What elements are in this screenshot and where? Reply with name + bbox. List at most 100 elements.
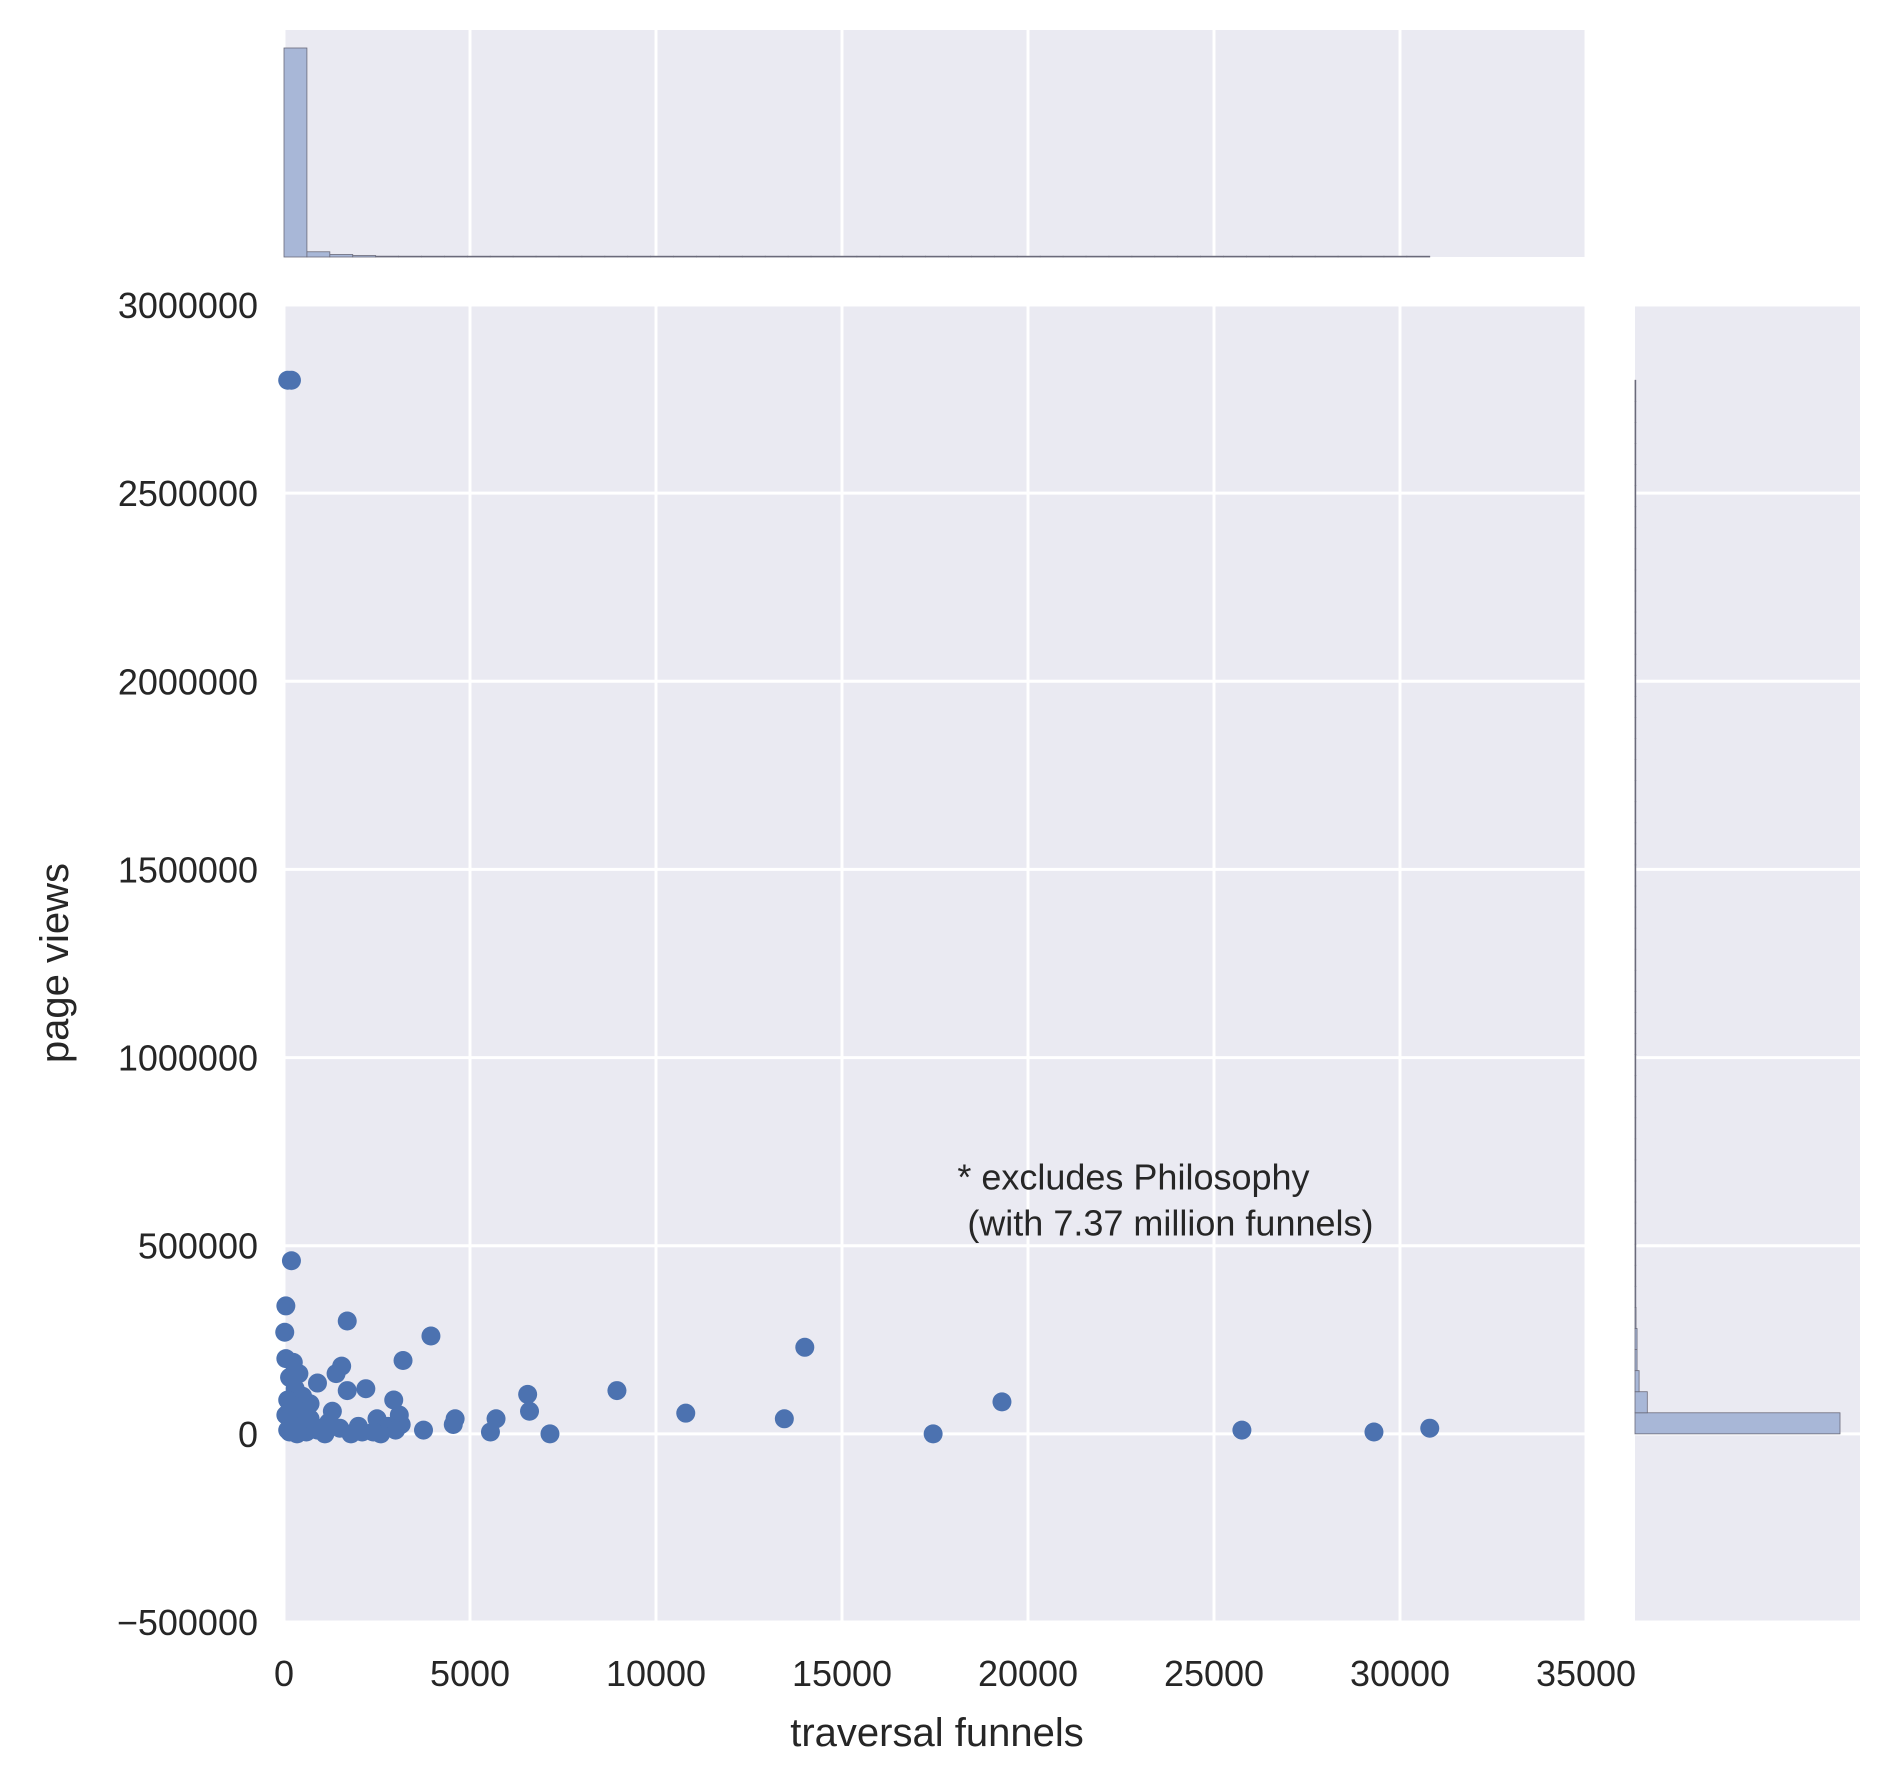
right-hist-background xyxy=(1635,305,1860,1622)
top-hist-bar xyxy=(627,255,652,258)
top-hist-bar xyxy=(741,255,766,258)
right-hist-bar xyxy=(1634,506,1637,529)
annotation: * excludes Philosophy (with 7.37 million… xyxy=(957,1156,1373,1243)
y-tick-label: 1500000 xyxy=(118,849,258,890)
top-hist-bar xyxy=(1154,255,1179,258)
top-hist-bar xyxy=(1108,255,1133,258)
scatter-point xyxy=(283,1396,303,1416)
x-tick-label: 30000 xyxy=(1350,1653,1450,1694)
top-hist-bar xyxy=(879,255,904,258)
x-tick-label: 5000 xyxy=(430,1653,510,1694)
top-hist-bar xyxy=(718,255,743,258)
right-hist-bar xyxy=(1634,1243,1637,1266)
scatter-point xyxy=(774,1409,794,1429)
top-hist-bar xyxy=(1039,255,1064,258)
top-hist-bar xyxy=(329,254,354,258)
top-hist-bar xyxy=(925,255,949,258)
y-tick-label: 500000 xyxy=(138,1226,258,1267)
top-hist-background xyxy=(284,30,1586,257)
top-hist-bar xyxy=(1223,255,1247,258)
top-hist-bar xyxy=(489,255,514,258)
top-hist-bar xyxy=(421,255,445,258)
scatter-points xyxy=(275,370,1440,1444)
scatter-point xyxy=(275,1322,295,1342)
right-hist-bar xyxy=(1634,1349,1638,1372)
right-hist-bar xyxy=(1634,1391,1648,1414)
right-hist-bar xyxy=(1634,759,1637,782)
annotation-line: (with 7.37 million funnels) xyxy=(957,1202,1373,1243)
top-hist-bar xyxy=(352,255,377,258)
top-hist-bar xyxy=(466,255,491,258)
top-hist-bar xyxy=(604,255,629,258)
right-hist-bar xyxy=(1634,1370,1640,1393)
top-hist-bar xyxy=(1291,255,1316,258)
right-hist-bar xyxy=(1634,674,1637,697)
scatter-point xyxy=(280,1367,300,1387)
scatter-point xyxy=(923,1424,943,1444)
top-hist-bar xyxy=(535,255,560,258)
right-hist-bar xyxy=(1634,1222,1637,1245)
scatter-point xyxy=(384,1390,404,1410)
scatter-point xyxy=(393,1350,413,1370)
right-hist-bar xyxy=(1634,927,1637,950)
right-hist-bar xyxy=(1634,400,1637,423)
x-tick-label: 35000 xyxy=(1536,1653,1636,1694)
scatter-point xyxy=(356,1379,376,1399)
top-hist-bar xyxy=(1062,255,1087,258)
right-hist-bar xyxy=(1634,1117,1637,1140)
scatter-point xyxy=(300,1409,320,1429)
right-hist-bar xyxy=(1634,906,1637,929)
scatter-point xyxy=(1420,1418,1440,1438)
top-hist-bar xyxy=(764,255,789,258)
top-hist-bar xyxy=(902,255,927,258)
top-hist-bar xyxy=(1016,255,1041,258)
scatter-point xyxy=(326,1364,346,1384)
right-hist-bar xyxy=(1634,738,1637,760)
right-hist-bar xyxy=(1634,1159,1637,1182)
y-tick-label: 1000000 xyxy=(118,1038,258,1079)
x-tick-label: 10000 xyxy=(606,1653,706,1694)
x-tick-label: 25000 xyxy=(1164,1653,1264,1694)
top-hist-bar xyxy=(948,255,972,258)
y-tick-label: 3000000 xyxy=(118,285,258,326)
top-hist-bar xyxy=(1131,255,1156,258)
right-hist-bar xyxy=(1634,653,1637,676)
right-hist-bar xyxy=(1634,485,1637,508)
scatter-point xyxy=(337,1381,357,1401)
scatter-point xyxy=(281,1251,301,1271)
x-tick-label: 0 xyxy=(274,1653,294,1694)
top-hist-bar xyxy=(512,255,537,258)
right-hist-bar xyxy=(1634,948,1637,971)
right-hist-bar xyxy=(1634,1201,1637,1224)
right-hist-bar xyxy=(1634,464,1637,487)
top-hist-bar xyxy=(1406,255,1431,258)
scatter-point xyxy=(1232,1420,1252,1440)
scatter-point xyxy=(795,1337,815,1357)
right-hist-bar xyxy=(1634,1054,1637,1077)
right-hist-bar xyxy=(1634,864,1637,887)
top-hist-bar xyxy=(306,251,331,258)
x-tick-label: 15000 xyxy=(792,1653,892,1694)
right-hist-bar xyxy=(1634,969,1637,992)
top-hist-bar xyxy=(1085,255,1110,258)
scatter-point xyxy=(518,1384,538,1404)
right-histogram-panel xyxy=(1634,303,1860,1624)
scatter-point xyxy=(319,1413,339,1433)
top-hist-bar xyxy=(398,255,422,258)
scatter-point xyxy=(992,1392,1012,1412)
annotation-line: * excludes Philosophy xyxy=(957,1156,1309,1197)
scatter-point xyxy=(1364,1422,1384,1442)
right-hist-bar xyxy=(1634,695,1637,718)
top-hist-bar xyxy=(650,255,674,258)
top-hist-bar xyxy=(1268,255,1293,258)
right-hist-bar xyxy=(1634,1033,1637,1055)
right-hist-bar xyxy=(1634,548,1637,571)
right-hist-bars xyxy=(1634,379,1841,1435)
scatter-point xyxy=(414,1420,433,1440)
right-hist-bar xyxy=(1634,1138,1637,1161)
scatter-point xyxy=(352,1422,372,1442)
top-hist-bar xyxy=(673,255,697,258)
top-hist-bars xyxy=(283,47,1431,258)
top-hist-bar xyxy=(787,255,812,258)
